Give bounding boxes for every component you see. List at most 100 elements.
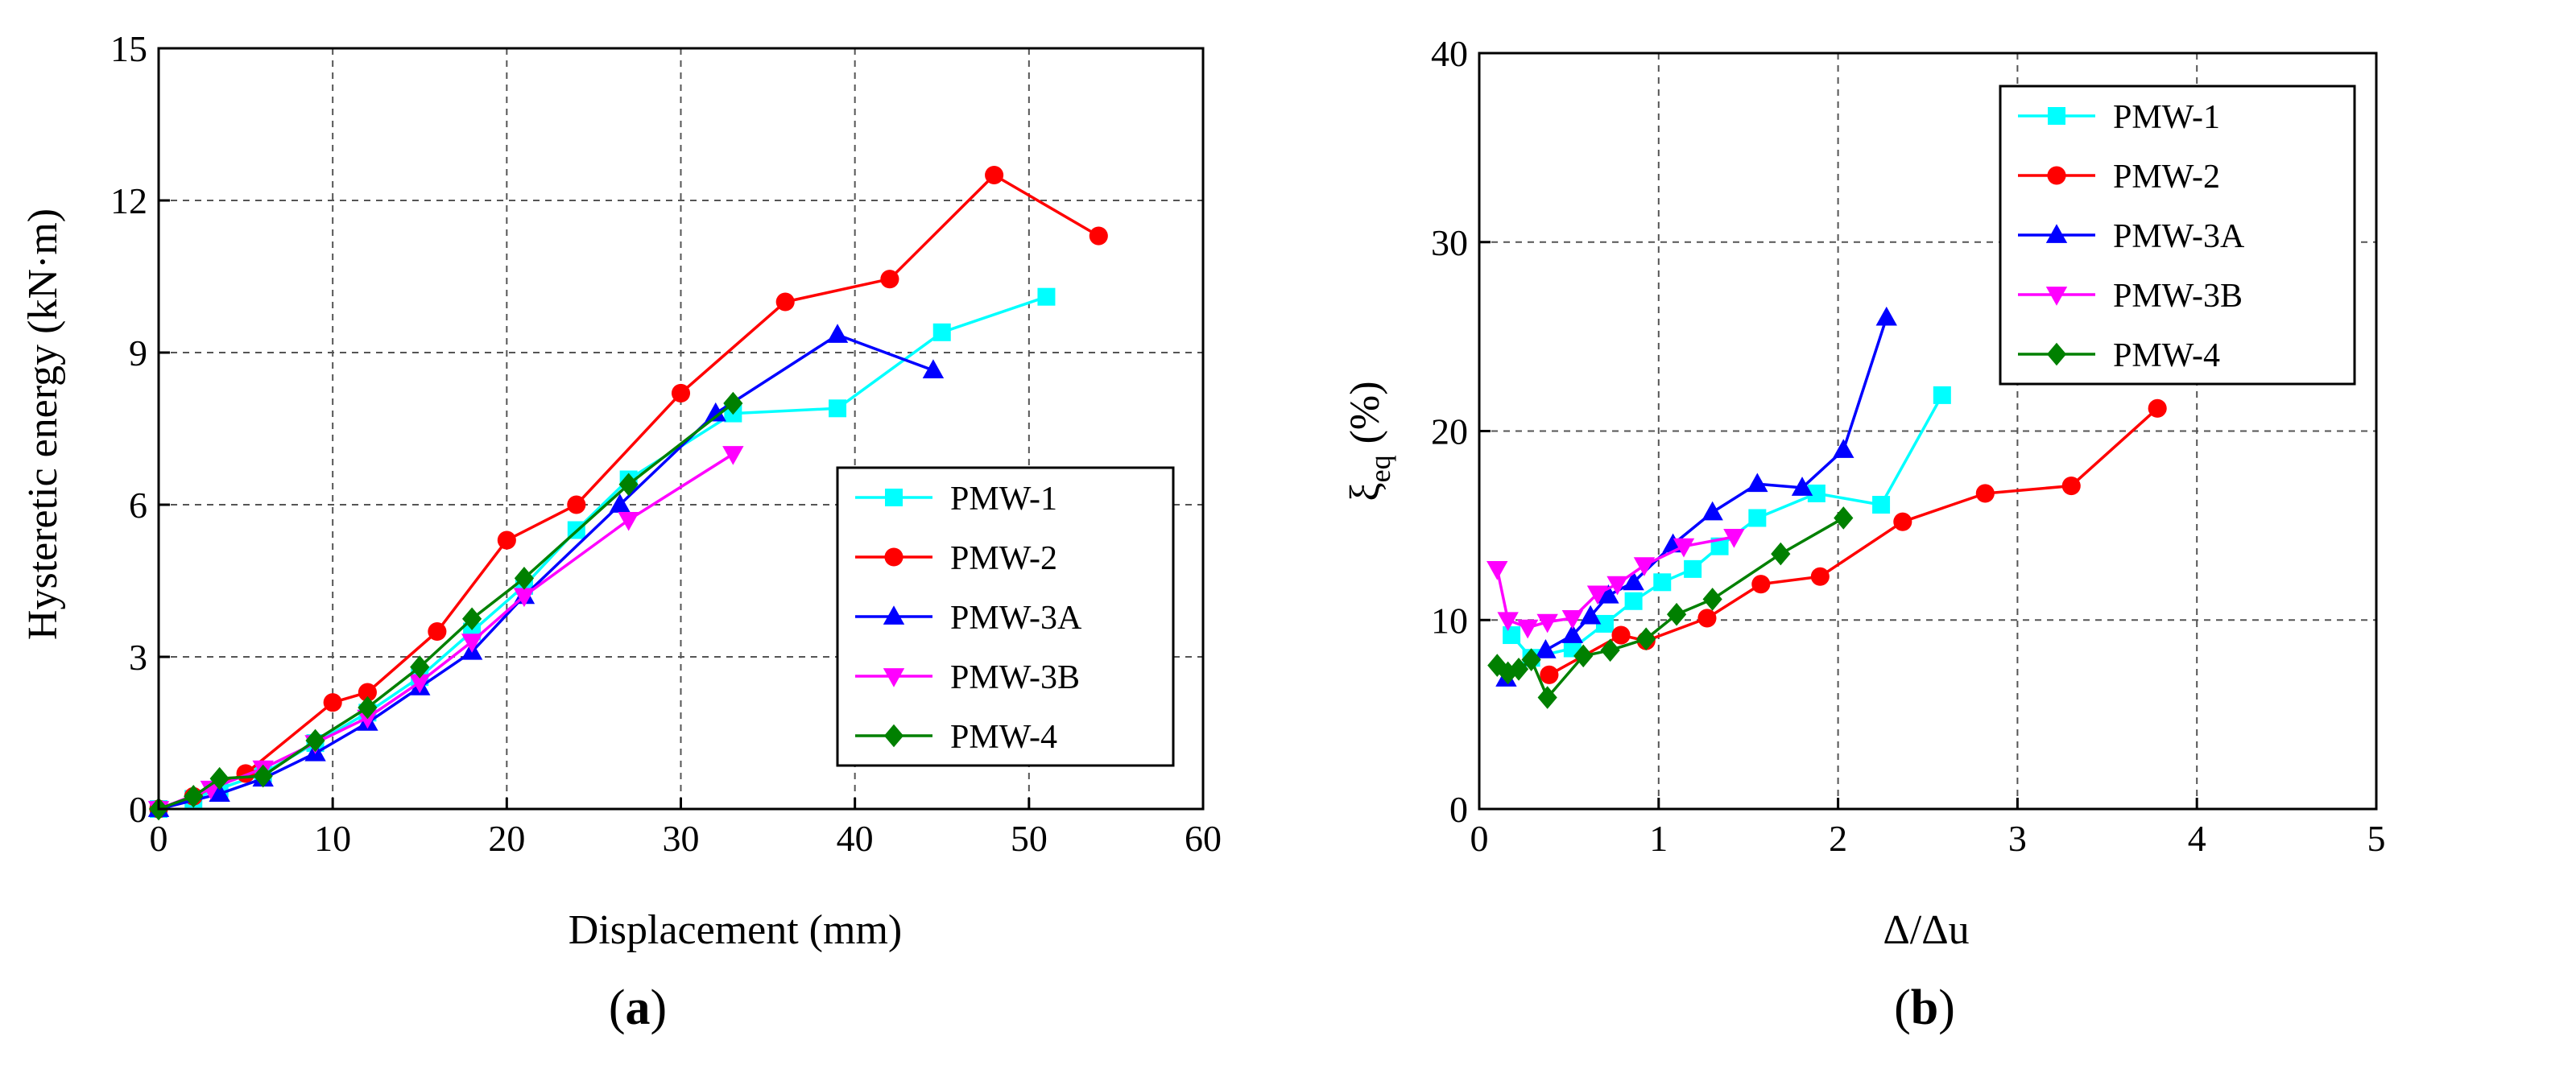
x-tick-label: 40 (837, 818, 874, 859)
data-point-pmw-1 (932, 323, 951, 341)
legend-swatch-marker (2045, 287, 2068, 306)
data-point-pmw-3b (722, 446, 744, 465)
data-point-pmw-3b (1486, 560, 1508, 580)
legend-entry-pmw-3a: PMW-3A (2018, 218, 2245, 255)
data-point-pmw-1 (1748, 509, 1767, 527)
data-point-pmw-1 (1684, 559, 1702, 578)
data-point-pmw-1 (1037, 287, 1056, 306)
series-pmw-3b (1486, 529, 1745, 639)
series-pmw-3a (147, 324, 945, 817)
data-point-pmw-3b (1536, 613, 1558, 634)
panel-b-gridlines (1479, 53, 2376, 809)
data-point-pmw-3b (618, 512, 639, 531)
data-point-pmw-3b (1723, 529, 1745, 548)
data-point-pmw-4 (410, 655, 430, 679)
data-point-pmw-3a (1701, 501, 1723, 521)
panel-b-y-ticks: 0 10 20 30 40 (1431, 33, 1491, 830)
data-point-pmw-4 (514, 567, 535, 590)
data-point-pmw-2 (428, 621, 447, 642)
panel-b-plot-frame (1478, 52, 2378, 811)
data-point-pmw-2 (497, 530, 516, 550)
x-tick-label: 30 (663, 818, 700, 859)
x-tick-label: 10 (314, 818, 351, 859)
panel-a-y-ticks: 0 3 6 9 12 15 (110, 28, 170, 830)
legend-swatch-marker (885, 489, 903, 506)
legend-entry-pmw-2: PMW-2 (2018, 159, 2220, 196)
data-point-pmw-1 (1872, 496, 1891, 514)
data-point-pmw-3a (1535, 639, 1557, 658)
data-point-pmw-2 (2061, 477, 2081, 496)
data-point-pmw-1 (1624, 592, 1643, 610)
y-tick-label: 30 (1431, 222, 1468, 263)
series-line-pmw-2 (1548, 407, 2159, 676)
data-point-pmw-4 (1600, 638, 1620, 662)
data-point-pmw-4 (1537, 686, 1557, 709)
data-point-pmw-3a (1833, 439, 1854, 458)
data-point-pmw-3a (209, 782, 230, 802)
legend-swatch-marker (883, 668, 905, 687)
data-point-pmw-1 (1807, 484, 1826, 502)
data-point-pmw-2 (880, 270, 899, 289)
panel-a-plot-frame (157, 47, 1205, 811)
data-point-pmw-3b (513, 588, 535, 608)
data-point-pmw-3b (1516, 619, 1539, 639)
data-point-pmw-4 (209, 766, 229, 790)
panel-a-label: (a) (609, 980, 667, 1035)
legend-swatch-marker (2048, 107, 2065, 125)
y-tick-label: 0 (129, 789, 147, 830)
series-line-pmw-3a (1505, 317, 1888, 680)
panel-b-x-ticks: 0 1 2 3 4 5 (1470, 798, 2386, 859)
x-tick-label: 2 (1829, 818, 1847, 859)
legend-label: PMW-4 (950, 719, 1057, 756)
panel-a-series (147, 165, 1108, 821)
legend-label: PMW-3B (2113, 278, 2243, 315)
data-point-pmw-2 (2148, 398, 2167, 418)
panel-b-y-axis-label: ξeq(%) (1342, 381, 1396, 501)
data-point-pmw-2 (1893, 512, 1912, 531)
data-point-pmw-3b (461, 634, 483, 653)
panel-a-gridlines (159, 48, 1203, 809)
data-point-pmw-1 (1595, 614, 1614, 633)
legend-entry-pmw-3b: PMW-3B (855, 659, 1080, 696)
x-tick-label: 0 (1470, 818, 1489, 859)
data-point-pmw-3a (1875, 306, 1897, 326)
panel-b-x-axis-label: Δ/Δu (1883, 907, 1969, 953)
data-point-pmw-4 (1834, 506, 1854, 530)
data-point-pmw-4 (723, 391, 743, 415)
data-point-pmw-3b (409, 674, 431, 694)
legend-label: PMW-2 (2113, 159, 2220, 196)
series-line-pmw-3a (158, 333, 934, 811)
panel-a-y-axis-label: Hysteretic energy (kN·m) (20, 208, 66, 640)
x-tick-label: 60 (1185, 818, 1222, 859)
data-point-pmw-3a (1579, 605, 1602, 625)
legend-label: PMW-3A (2113, 218, 2245, 255)
series-pmw-4 (1487, 506, 1854, 709)
data-point-pmw-3b (1561, 610, 1584, 629)
data-point-pmw-2 (1975, 484, 1995, 503)
data-point-pmw-1 (1503, 626, 1521, 645)
legend-entry-pmw-2: PMW-2 (855, 540, 1057, 577)
x-tick-label: 0 (150, 818, 168, 859)
panel-a-x-ticks: 0 10 20 30 40 50 60 (150, 798, 1222, 859)
data-point-pmw-3b (357, 709, 378, 729)
legend-entry-pmw-3b: PMW-3B (2018, 278, 2243, 315)
data-point-pmw-3a (1561, 624, 1584, 643)
y-tick-label: 9 (129, 332, 147, 374)
data-point-pmw-4 (1573, 644, 1594, 668)
data-point-pmw-4 (462, 607, 482, 631)
data-point-pmw-2 (1540, 665, 1559, 684)
legend-label: PMW-3B (950, 659, 1080, 696)
panel-b-legend: PMW-1 PMW-2 PMW-3A PMW-3B PMW-4 (1999, 85, 2356, 386)
x-tick-label: 5 (2367, 818, 2386, 859)
legend-swatch-marker (2046, 342, 2067, 366)
legend-label: PMW-1 (2113, 99, 2220, 136)
data-point-pmw-3b (1497, 612, 1519, 631)
data-point-pmw-4 (1702, 588, 1722, 611)
series-pmw-2 (1540, 398, 2167, 684)
legend-entry-pmw-4: PMW-4 (2018, 337, 2220, 374)
legend-entry-pmw-3a: PMW-3A (855, 600, 1082, 637)
series-pmw-4 (148, 391, 743, 821)
legend-swatch-marker (2045, 224, 2068, 243)
